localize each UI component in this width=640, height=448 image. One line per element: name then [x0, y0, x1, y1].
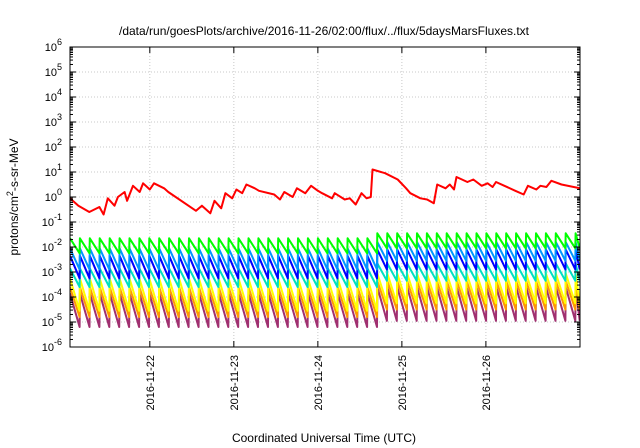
y-tick-label: 10-3 [42, 262, 62, 279]
y-tick-label-exp: -1 [54, 212, 62, 222]
y-tick-label-exp: -6 [54, 337, 62, 347]
y-tick-label: 100 [45, 187, 62, 204]
y-tick-label-base: 10 [42, 317, 54, 329]
y-tick-label-base: 10 [42, 242, 54, 254]
y-tick-label-base: 10 [45, 42, 57, 54]
y-tick-label: 105 [45, 62, 62, 79]
y-axis: 10-610-510-410-310-210-11001011021031041… [42, 37, 580, 354]
series-layer [70, 168, 580, 328]
sawtooth-series-line [70, 262, 580, 288]
y-tick-label: 102 [45, 137, 62, 154]
y-tick-label-base: 10 [45, 67, 57, 79]
y-tick-label-base: 10 [42, 342, 54, 354]
x-axis: 2016-11-22 2016-11-23 2016-11-24 2016-11-25… [145, 47, 493, 410]
y-tick-label: 10-5 [42, 312, 62, 329]
y-tick-label: 104 [45, 87, 62, 104]
y-tick-label-exp: 3 [57, 112, 62, 122]
y-axis-title-sup: 2 [5, 191, 15, 196]
y-tick-label-exp: 5 [57, 62, 62, 72]
y-tick-label-base: 10 [42, 267, 54, 279]
sawtooth-series-line [70, 232, 580, 255]
y-tick-label-base: 10 [45, 117, 57, 129]
x-axis-title: Coordinated Universal Time (UTC) [232, 431, 416, 445]
y-tick-label: 10-2 [42, 237, 62, 254]
y-tick-label-base: 10 [45, 92, 57, 104]
y-tick-label-base: 10 [45, 142, 57, 154]
y-tick-label-base: 10 [45, 192, 57, 204]
y-tick-label: 10-6 [42, 337, 62, 354]
y-tick-label: 10-1 [42, 212, 62, 229]
y-tick-label: 103 [45, 112, 62, 129]
x-tick-label: 2016-11-24 [313, 355, 325, 410]
y-tick-label-base: 10 [42, 217, 54, 229]
x-tick-label: 2016-11-26 [481, 355, 493, 410]
y-tick-label-exp: 0 [57, 187, 62, 197]
y-axis-title: protons/cm2-s-sr-MeV [5, 138, 21, 255]
y-tick-label-exp: 2 [57, 137, 62, 147]
sawtooth-series-line [70, 272, 580, 312]
y-tick-label-exp: -5 [54, 312, 62, 322]
y-tick-label-exp: -2 [54, 237, 62, 247]
y-tick-label: 101 [45, 162, 62, 179]
y-tick-label-exp: 6 [57, 37, 62, 47]
y-tick-label-exp: 1 [57, 162, 62, 172]
y-axis-title-base: protons/cm [7, 196, 21, 255]
red-series-line [70, 168, 580, 216]
x-tick-label: 2016-11-23 [229, 355, 241, 410]
y-axis-title-rest: -s-sr-MeV [7, 138, 21, 191]
y-tick-label-base: 10 [42, 292, 54, 304]
y-tick-label: 10-4 [42, 287, 62, 304]
x-tick-label: 2016-11-25 [397, 355, 409, 410]
x-tick-label: 2016-11-22 [145, 355, 157, 410]
chart-title: /data/run/goesPlots/archive/2016-11-26/0… [119, 24, 530, 38]
y-tick-label-base: 10 [45, 167, 57, 179]
y-tick-label-exp: -3 [54, 262, 62, 272]
y-tick-label: 106 [45, 37, 62, 54]
y-tick-label-exp: -4 [54, 287, 62, 297]
y-tick-label-exp: 4 [57, 87, 62, 97]
